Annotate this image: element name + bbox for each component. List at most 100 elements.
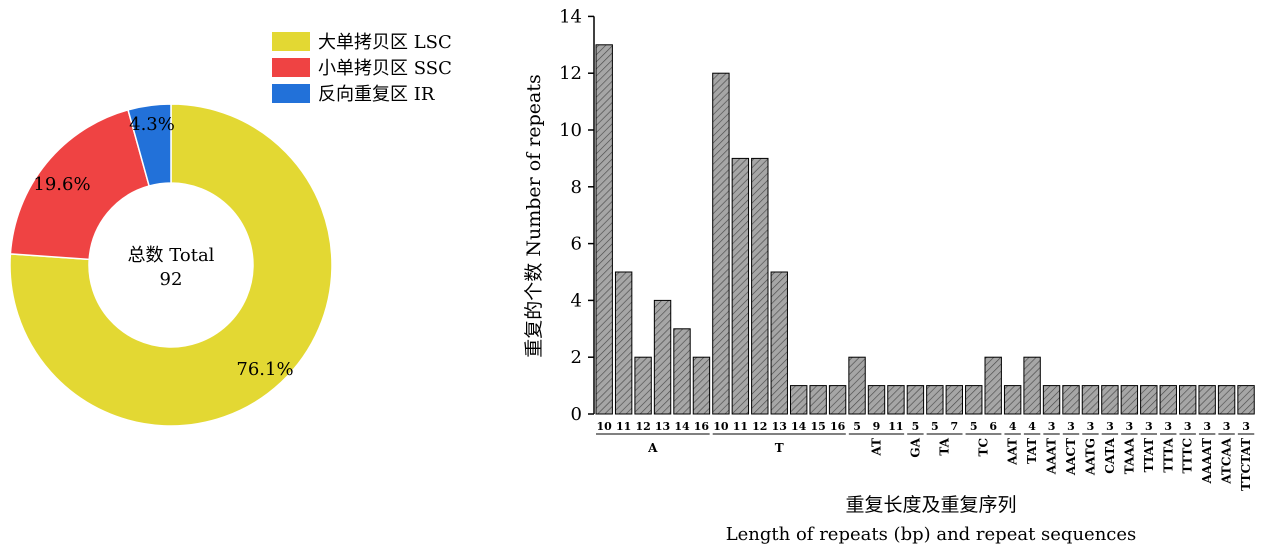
bar-length-label: 14 (791, 420, 807, 433)
legend-label: 小单拷贝区 SSC (318, 58, 452, 79)
bar-length-label: 3 (1106, 420, 1114, 433)
bar-length-label: 3 (1223, 420, 1231, 433)
bar (712, 72, 730, 415)
y-tick-label: 8 (571, 177, 582, 198)
bar-length-label: 3 (1087, 420, 1095, 433)
legend-swatch (272, 32, 310, 51)
bar (906, 385, 925, 415)
bar (1237, 385, 1255, 415)
group-label: AATG (1083, 438, 1097, 476)
group-label: TC (976, 438, 990, 456)
bar-length-label: 5 (931, 420, 939, 433)
bar (595, 44, 613, 415)
bar (634, 356, 652, 415)
legend-swatch (272, 84, 310, 103)
bar-length-label: 11 (733, 420, 748, 433)
bar-length-label: 14 (674, 420, 690, 433)
bar (653, 299, 672, 415)
donut-slice (9, 108, 151, 261)
group-label: TA (938, 437, 952, 455)
bar-length-label: 3 (1184, 420, 1192, 433)
y-tick-label: 2 (571, 347, 582, 368)
y-tick-label: 12 (559, 63, 582, 84)
group-label: TAT (1025, 438, 1039, 464)
bar (1179, 385, 1197, 415)
x-axis-label-cn: 重复长度及重复序列 (845, 494, 1016, 516)
bar (984, 356, 1002, 415)
bar (1101, 385, 1119, 415)
bar-length-label: 11 (888, 420, 903, 433)
bar (1062, 385, 1080, 415)
bar (1081, 385, 1100, 415)
donut-slice (127, 103, 172, 187)
bar-length-label: 3 (1048, 420, 1056, 433)
bar (1159, 385, 1177, 415)
donut-center-value: 92 (160, 269, 183, 290)
bar (887, 385, 905, 415)
group-label: TAAA (1122, 437, 1136, 474)
bar (926, 385, 944, 415)
y-axis-label: 重复的个数 Number of repeats (523, 74, 545, 357)
bar-length-label: 5 (912, 420, 920, 433)
group-label: ATCAA (1220, 437, 1234, 484)
donut-center-label: 总数 Total (128, 245, 215, 266)
bar-length-label: 13 (772, 420, 787, 433)
y-tick-label: 14 (559, 6, 582, 27)
bar (770, 271, 788, 415)
bar (731, 157, 750, 415)
donut-slice-label: 76.1% (236, 359, 293, 380)
y-tick-label: 4 (571, 290, 582, 311)
donut-slice-label: 19.6% (33, 174, 90, 195)
bar (809, 385, 827, 415)
bar (614, 271, 633, 415)
bar-length-label: 9 (873, 420, 881, 433)
y-tick-label: 0 (571, 404, 582, 425)
donut-chart: 76.1% 19.6% 4.3% (9, 103, 333, 427)
y-axis: 0 2 4 6 8 10 12 14 (559, 6, 595, 425)
bar-length-label: 12 (752, 420, 767, 433)
bar-length-label: 3 (1242, 420, 1250, 433)
bar-length-label: 5 (853, 420, 861, 433)
bar (867, 385, 886, 415)
bar (1003, 385, 1022, 415)
bar (1042, 385, 1061, 415)
bar-length-label: 3 (1126, 420, 1134, 433)
group-label: A (647, 441, 658, 455)
bar (790, 385, 808, 415)
bar-length-label: 3 (1145, 420, 1153, 433)
group-label: AT (870, 438, 884, 457)
donut-legend: 大单拷贝区 LSC 小单拷贝区 SSC 反向重复区 IR (272, 32, 452, 105)
bar-length-label: 3 (1203, 420, 1211, 433)
bars (595, 44, 1255, 415)
group-label: CATA (1103, 437, 1117, 473)
legend-label: 反向重复区 IR (318, 84, 435, 105)
bar (848, 356, 866, 415)
bar (1140, 385, 1158, 415)
y-tick-label: 6 (571, 234, 582, 255)
bar-length-label: 6 (989, 420, 997, 433)
group-label: TTTA (1161, 437, 1175, 472)
group-label: TTTC (1181, 438, 1195, 473)
bar-length-label: 15 (810, 420, 825, 433)
donut-slice (9, 103, 333, 427)
group-label: TTAT (1142, 438, 1156, 472)
bar-length-label: 10 (713, 420, 729, 433)
group-label: TTCTAT (1239, 438, 1253, 491)
bar-length-label: 12 (635, 420, 650, 433)
y-tick-label: 10 (559, 120, 582, 141)
bar (1120, 385, 1139, 415)
x-axis-categories: 10 11 12 13 14 16 10 11 12 13 14 15 16 5 9 11 5 5 7 5 6 4 4 3 3 3… (596, 420, 1255, 491)
donut-slice-label: 4.3% (129, 114, 175, 135)
bar-length-label: 16 (830, 420, 846, 433)
bar (692, 356, 711, 415)
x-axis-label-en: Length of repeats (bp) and repeat sequen… (726, 524, 1137, 545)
legend-swatch (272, 58, 310, 77)
bar-length-label: 11 (616, 420, 631, 433)
bar (945, 385, 963, 415)
bar-length-label: 3 (1164, 420, 1172, 433)
bar (1023, 356, 1041, 415)
group-label: AAAT (1045, 438, 1059, 475)
group-label: AAT (1006, 438, 1020, 466)
